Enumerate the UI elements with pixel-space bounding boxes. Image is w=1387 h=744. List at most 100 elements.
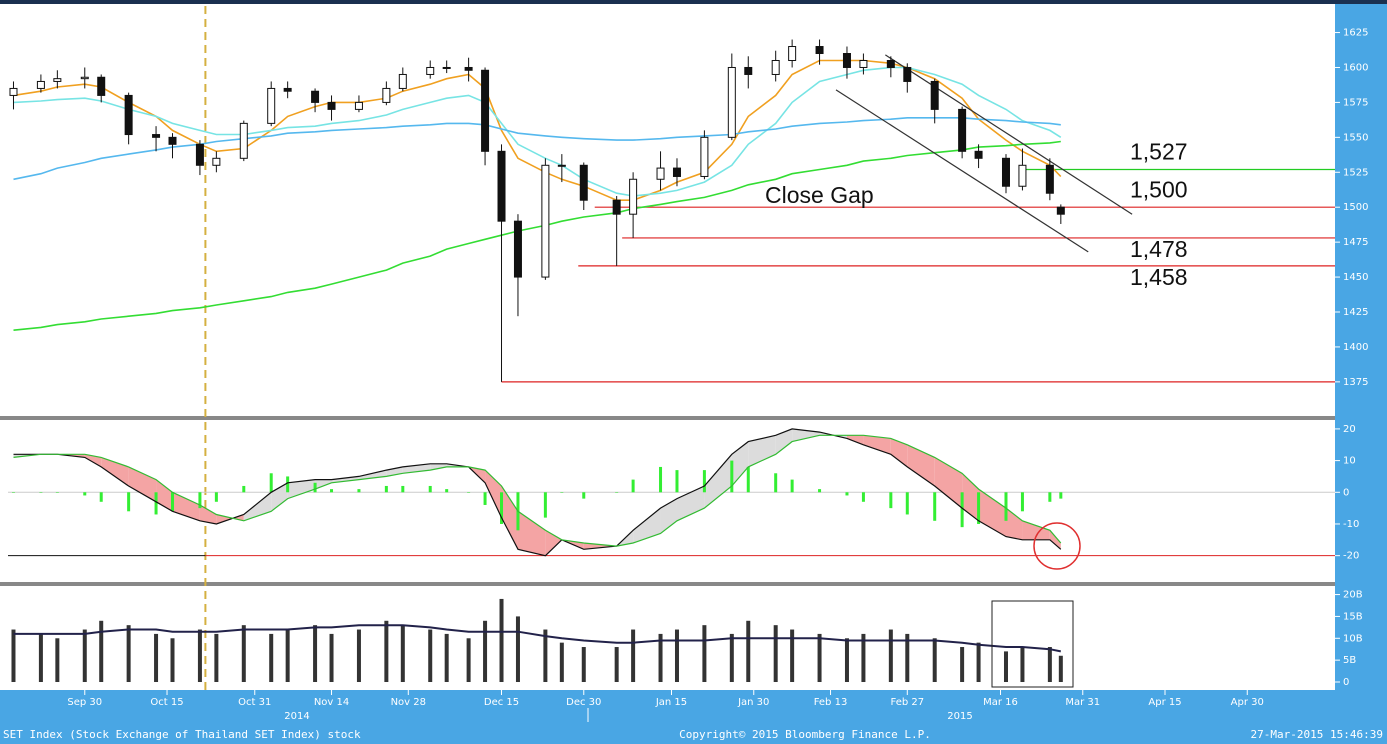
highlight-circle: [1033, 522, 1081, 570]
histogram-bar: [615, 492, 619, 493]
x-tick-label: Apr 15: [1148, 697, 1181, 708]
y-tick-label: 0: [1343, 487, 1349, 498]
histogram-bar: [790, 479, 794, 493]
x-tick-label: Oct 31: [238, 697, 271, 708]
volume-bar: [384, 620, 389, 683]
volume-bar: [674, 629, 679, 683]
histogram-bar: [730, 460, 734, 493]
macd-fill: [84, 454, 102, 467]
candle-body: [1018, 164, 1027, 187]
macd-fill: [199, 504, 217, 524]
x-tick-label: Mar 31: [1065, 697, 1100, 708]
volume-bar: [285, 629, 290, 683]
candle-body: [464, 66, 473, 71]
histogram-bar: [818, 489, 822, 493]
macd-fill: [1022, 520, 1050, 540]
candle-body: [859, 59, 868, 68]
histogram-bar: [746, 466, 750, 493]
volume-bar: [702, 625, 707, 683]
top-bar: [0, 0, 1387, 4]
moving-average: [13, 117, 1061, 181]
histogram-bar: [582, 492, 586, 499]
volume-bar: [976, 642, 981, 683]
candle-body: [9, 87, 18, 96]
volume-bar: [99, 620, 104, 683]
volume-bar: [241, 625, 246, 683]
y-tick-label: 10: [1343, 456, 1356, 467]
macd-fill: [704, 454, 732, 509]
candle-body: [656, 167, 665, 180]
y-tick-label: 1550: [1343, 132, 1368, 143]
histogram-bar: [905, 492, 909, 515]
volume-bar: [82, 629, 87, 683]
macd-fill: [863, 435, 891, 455]
volume-bar: [466, 638, 471, 683]
level-label: 1,458: [1130, 264, 1188, 290]
histogram-bar: [861, 492, 865, 502]
candle-body: [283, 87, 292, 92]
macd-line: [13, 434, 1062, 547]
volume-bar: [1020, 647, 1025, 683]
y-axis-strip: [1335, 4, 1387, 690]
histogram-bar: [269, 473, 273, 493]
histogram-bar: [500, 492, 504, 524]
footer-right: 27-Mar-2015 15:46:39: [1251, 728, 1383, 741]
candle-body: [727, 66, 736, 138]
histogram-bar: [845, 492, 849, 496]
histogram-bar: [99, 492, 103, 502]
volume-bar: [614, 647, 619, 683]
candle-body: [771, 59, 780, 75]
candle-body: [426, 66, 435, 75]
macd-fill: [907, 444, 935, 486]
volume-bar: [197, 629, 202, 683]
candle-body: [672, 167, 681, 177]
volume-bar: [11, 629, 16, 683]
volume-bar: [960, 647, 965, 683]
histogram-bar: [977, 492, 981, 524]
volume-bar: [581, 647, 586, 683]
histogram-bar: [214, 492, 218, 502]
histogram-bar: [467, 492, 471, 493]
macd-fill: [271, 482, 288, 512]
candle-body: [579, 164, 588, 201]
candle-body: [744, 66, 753, 75]
panel-separator: [0, 416, 1335, 420]
annotation: Close Gap: [765, 182, 874, 208]
histogram-bar: [330, 489, 334, 493]
histogram-bar: [889, 492, 893, 509]
histogram-bar: [39, 492, 43, 493]
volume-bar: [269, 633, 274, 683]
histogram-bar: [1004, 492, 1008, 521]
histogram-bar: [55, 492, 59, 493]
histogram-bar: [357, 489, 361, 493]
y-tick-label: 15B: [1343, 611, 1363, 622]
y-tick-label: 0: [1343, 677, 1349, 688]
volume-bar: [1058, 655, 1063, 683]
candle-body: [212, 157, 221, 166]
macd-fill: [1005, 508, 1023, 540]
candle-body: [152, 134, 161, 138]
moving-average: [13, 140, 1061, 331]
candle-body: [36, 80, 45, 89]
macd-fill: [545, 530, 562, 556]
candle-body: [382, 87, 391, 103]
year-label: 2014: [284, 711, 309, 722]
x-tick-label: Dec 15: [484, 697, 519, 708]
macd-fill: [128, 466, 157, 502]
macd-fill: [660, 498, 677, 534]
year-label: 2015: [947, 711, 972, 722]
candle-body: [239, 122, 248, 159]
candle-body: [398, 73, 407, 89]
volume-bar: [658, 633, 663, 683]
x-axis-bar: [0, 690, 1387, 744]
volume-bar: [356, 629, 361, 683]
candle-body: [53, 78, 62, 82]
volume-bar: [428, 629, 433, 683]
trend-line: [885, 54, 1133, 215]
candle-body: [930, 80, 939, 110]
macd-fill: [172, 492, 200, 521]
footer-left: SET Index (Stock Exchange of Thailand SE…: [3, 728, 361, 741]
histogram-bar: [83, 492, 87, 496]
